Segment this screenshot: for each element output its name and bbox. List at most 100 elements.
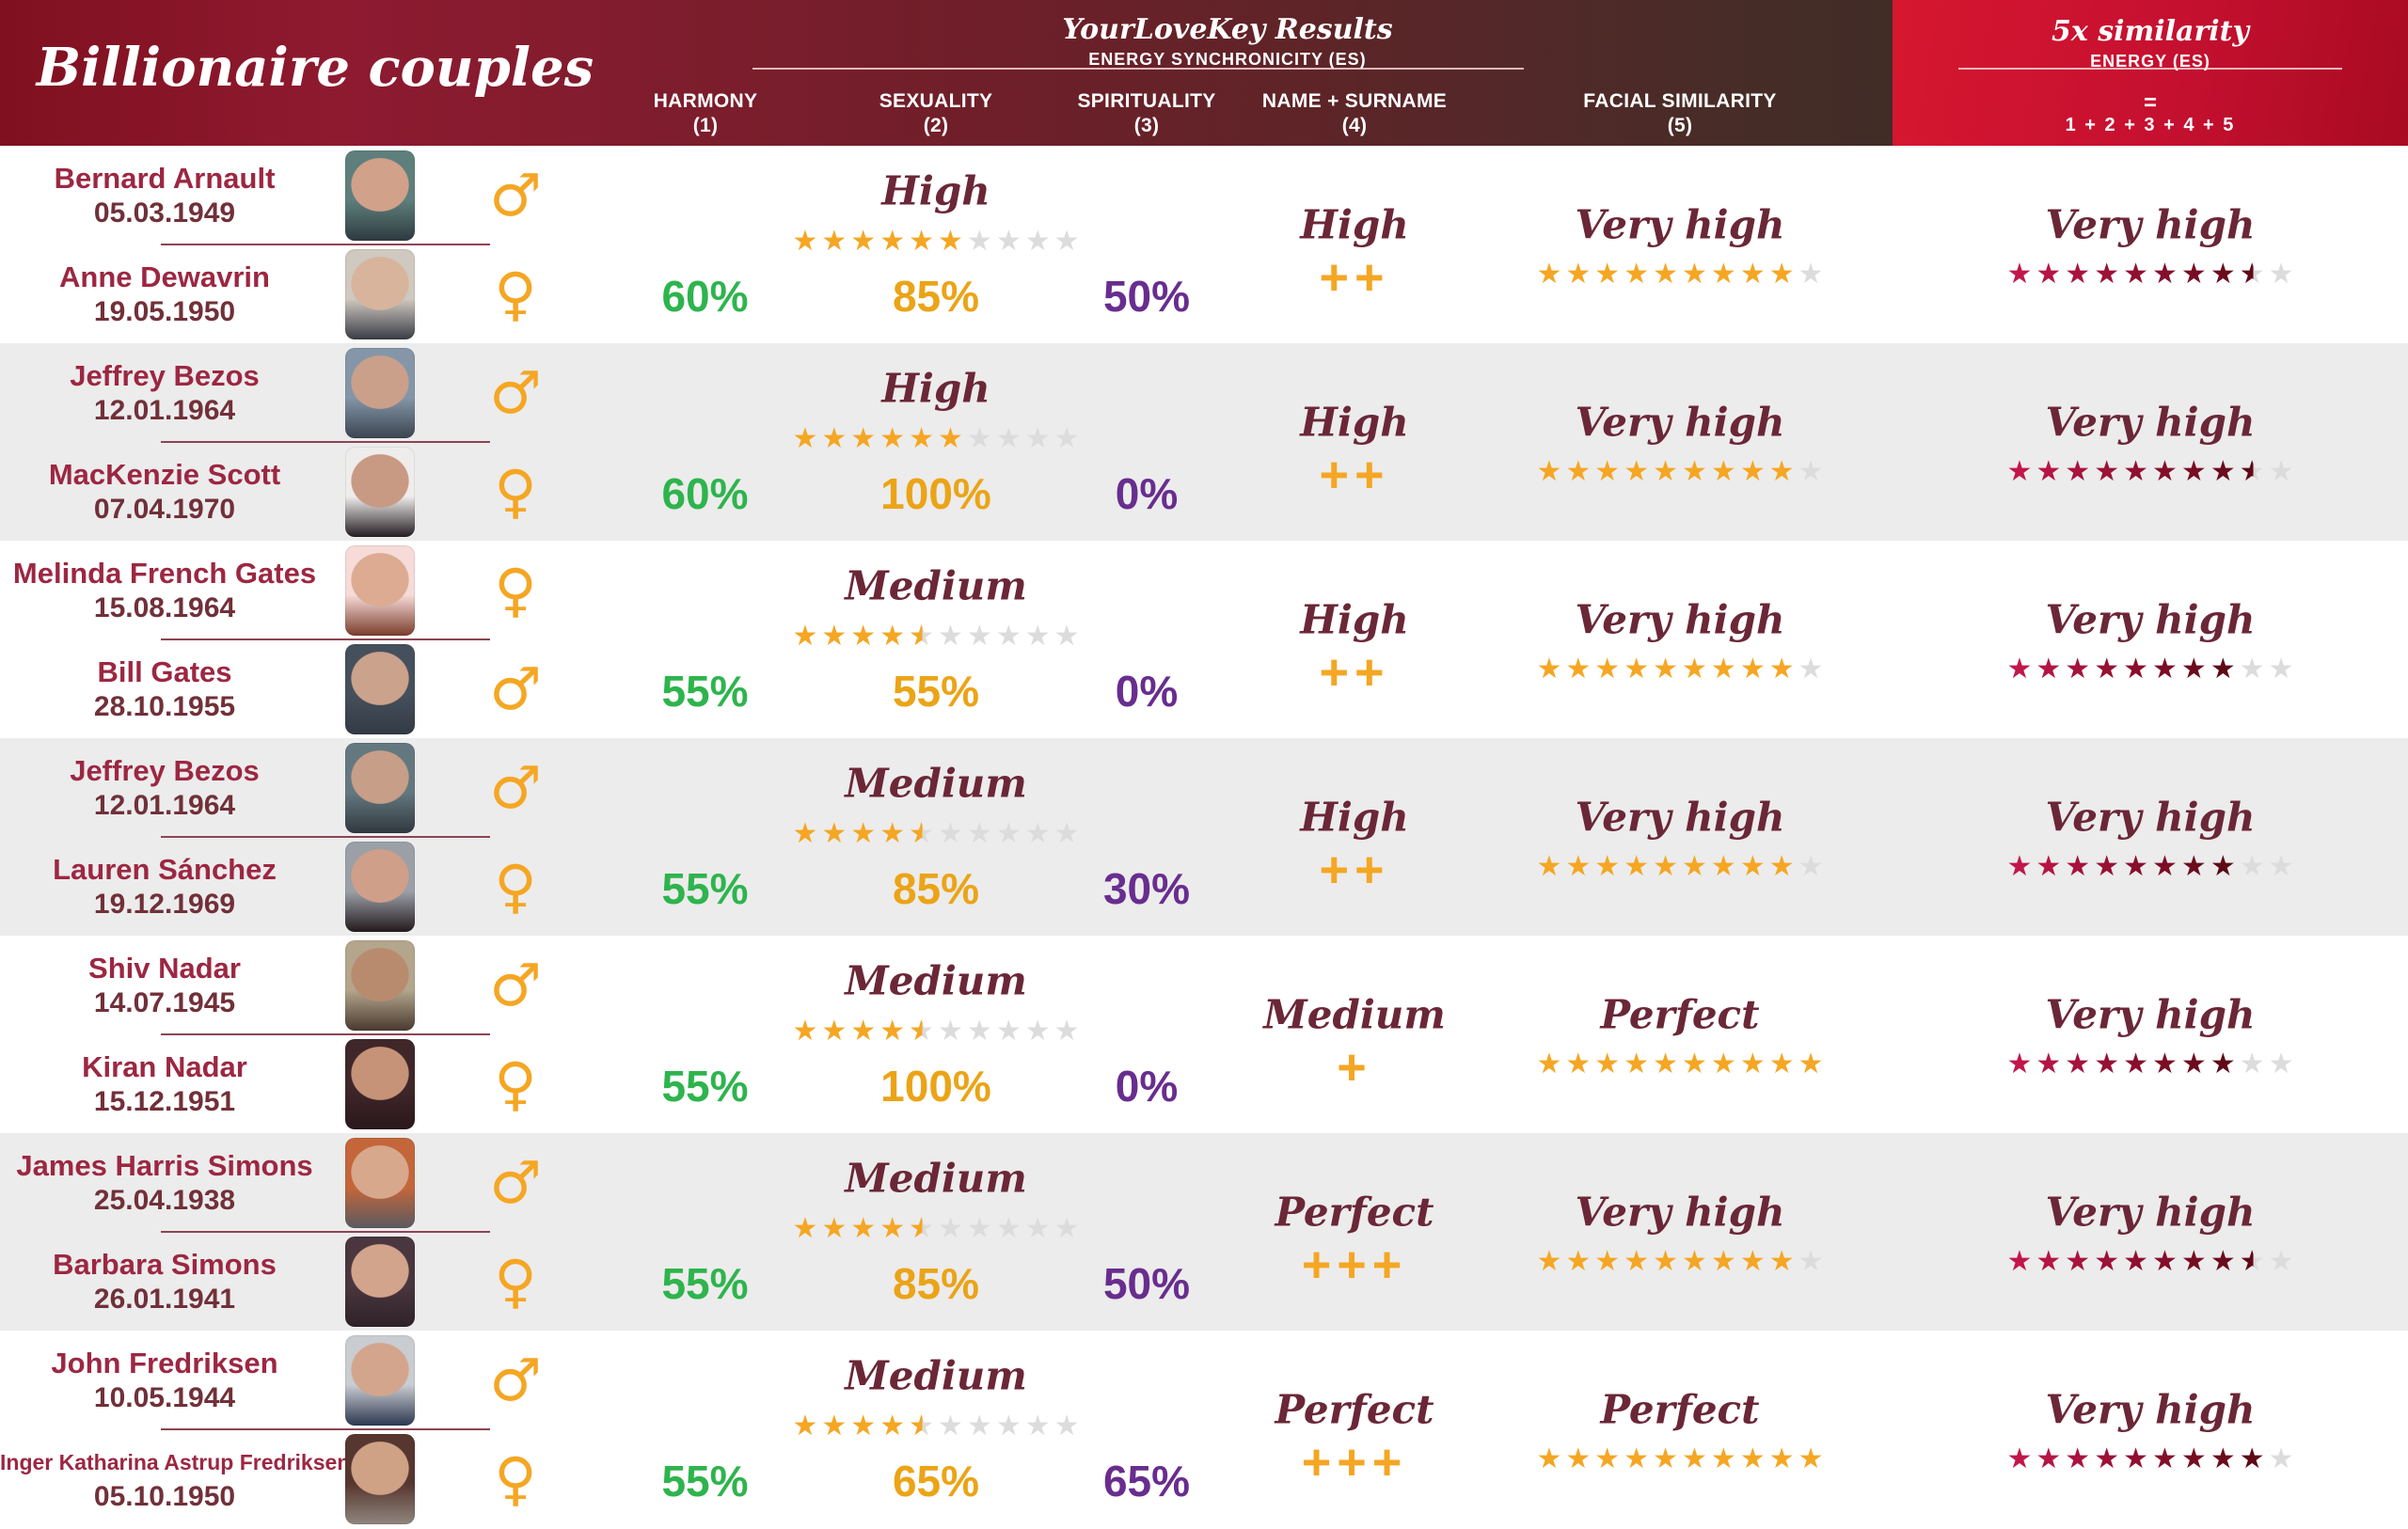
star-filled-icon: ★ [1768, 1048, 1795, 1080]
facial-stars: ★ ★ ★ ★ ★ ★ ★ ★ ★ ★ [1534, 260, 1825, 289]
couple-row: Bernard Arnault 05.03.1949 ♂ Anne Dewavri… [0, 146, 2408, 343]
facial-label: Very high [1575, 1189, 1785, 1236]
couple-divider [161, 1428, 490, 1430]
star-filled-icon: ★ [1653, 653, 1678, 686]
fivex-stars: ★ ★ ★ ★ ★ ★ ★ ★ ★ ★ [2004, 853, 2295, 881]
spirituality-cell: 0% [1052, 343, 1242, 541]
star-empty-icon: ★ [2268, 850, 2294, 883]
sexuality-stars: ★ ★ ★ ★ ★ ★ ★ ★ ★ ★ [790, 228, 1081, 256]
facial-similarity-cell: Very high ★ ★ ★ ★ ★ ★ ★ ★ ★ ★ [1467, 146, 1893, 343]
plus-rating: +++ [1301, 1237, 1408, 1293]
star-filled-icon: ★ [1768, 258, 1795, 291]
star-filled-icon: ★ [938, 225, 963, 258]
person-birthdate: 26.01.1941 [93, 1283, 236, 1315]
fivex-stars: ★ ★ ★ ★ ★ ★ ★ ★ ★ ★ [2004, 655, 2295, 684]
star-empty-icon: ★ [2268, 1245, 2294, 1278]
couple-divider [161, 1033, 490, 1035]
person-birthdate: 19.12.1969 [93, 888, 236, 920]
star-half-fill: ★ [909, 623, 923, 651]
facial-similarity-cell: Perfect ★ ★ ★ ★ ★ ★ ★ ★ ★ ★ [1467, 936, 1893, 1133]
harmony-value: 55% [661, 1259, 749, 1308]
star-filled-icon: ★ [2180, 258, 2207, 291]
harmony-value: 55% [661, 1062, 749, 1111]
star-filled-icon: ★ [821, 817, 848, 850]
star-half-icon: ★ ★ [909, 1410, 934, 1442]
couple-divider [161, 638, 490, 640]
star-filled-icon: ★ [2180, 1048, 2207, 1080]
star-empty-icon: ★ [2268, 1048, 2294, 1080]
star-empty-icon: ★ [966, 1212, 992, 1245]
person-photo [345, 248, 415, 339]
star-filled-icon: ★ [1710, 850, 1736, 883]
name-surname-cell: Perfect +++ [1242, 1331, 1467, 1528]
star-filled-icon: ★ [1653, 1442, 1678, 1475]
star-empty-icon: ★ [938, 1410, 963, 1442]
star-half-fill: ★ [2239, 1248, 2254, 1276]
name-surname-cell: High ++ [1242, 146, 1467, 343]
star-filled-icon: ★ [2036, 1048, 2062, 1080]
facial-label: Perfect [1600, 991, 1760, 1038]
person: Barbara Simons 26.01.1941 ♀ [0, 1232, 590, 1331]
star-filled-icon: ★ [879, 620, 906, 653]
name-surname-cell: Medium + [1242, 936, 1467, 1133]
star-filled-icon: ★ [1536, 258, 1562, 291]
person-photo [345, 939, 415, 1031]
star-filled-icon: ★ [821, 1212, 848, 1245]
star-empty-icon: ★ [1024, 422, 1051, 455]
star-filled-icon: ★ [1710, 653, 1736, 686]
female-icon: ♀ [494, 555, 537, 624]
sexuality-value: 100% [880, 1062, 991, 1111]
star-empty-icon: ★ [1024, 1015, 1051, 1048]
star-filled-icon: ★ [1682, 455, 1707, 488]
star-filled-icon: ★ [1653, 1245, 1678, 1278]
star-filled-icon: ★ [1653, 455, 1678, 488]
star-empty-icon: ★ [1054, 817, 1080, 850]
star-filled-icon: ★ [2239, 1442, 2265, 1475]
spirituality-cell: 50% [1052, 146, 1242, 343]
couple-cell: Shiv Nadar 14.07.1945 ♂ Kiran Nadar 15.12.… [0, 936, 590, 1133]
sexuality-cell: Medium ★ ★ ★ ★ ★ ★ ★ ★ ★ ★ ★ 100% [792, 936, 1079, 1133]
fivex-label: Very high [2045, 399, 2256, 446]
spirituality-cell: 50% [1052, 1133, 1242, 1331]
star-filled-icon: ★ [1594, 455, 1621, 488]
star-filled-icon: ★ [2152, 653, 2178, 686]
star-filled-icon: ★ [2152, 1245, 2178, 1278]
female-icon: ♀ [494, 1246, 537, 1316]
column-header-facial-similarity: FACIAL SIMILARITY (5) [1583, 90, 1777, 136]
sexuality-stars: ★ ★ ★ ★ ★ ★ ★ ★ ★ ★ ★ [790, 1412, 1081, 1441]
star-filled-icon: ★ [1536, 1245, 1562, 1278]
star-empty-icon: ★ [966, 1410, 992, 1442]
couple-divider [161, 244, 490, 245]
star-filled-icon: ★ [2123, 258, 2148, 291]
star-filled-icon: ★ [1594, 850, 1621, 883]
person-birthdate: 28.10.1955 [93, 690, 236, 722]
star-empty-icon: ★ [2268, 258, 2294, 291]
star-filled-icon: ★ [1653, 1048, 1678, 1080]
fivex-stars: ★ ★ ★ ★ ★ ★ ★ ★ ★ ★ ★ [2004, 260, 2295, 289]
couple-divider [161, 1231, 490, 1233]
name-surname-label: Perfect [1275, 1386, 1434, 1433]
star-filled-icon: ★ [2036, 1442, 2062, 1475]
sexuality-label: Medium [845, 562, 1027, 609]
star-filled-icon: ★ [850, 1212, 877, 1245]
spirituality-cell: 65% [1052, 1331, 1242, 1528]
star-filled-icon: ★ [2006, 653, 2033, 686]
star-half-fill: ★ [2239, 260, 2254, 289]
star-empty-icon: ★ [2268, 1442, 2294, 1475]
spirituality-cell: 0% [1052, 541, 1242, 738]
couple-cell: Melinda French Gates 15.08.1964 ♀ Bill Ga… [0, 541, 590, 738]
couple-row: Jeffrey Bezos 12.01.1964 ♂ Lauren Sánchez… [0, 738, 2408, 936]
plus-rating: ++ [1319, 644, 1390, 701]
sexuality-stars: ★ ★ ★ ★ ★ ★ ★ ★ ★ ★ ★ [790, 1017, 1081, 1046]
person-photo [345, 742, 415, 833]
spirituality-value: 0% [1115, 1062, 1179, 1111]
star-filled-icon: ★ [2210, 1048, 2236, 1080]
person-birthdate: 19.05.1950 [93, 295, 236, 327]
star-filled-icon: ★ [2065, 1245, 2091, 1278]
facial-similarity-cell: Very high ★ ★ ★ ★ ★ ★ ★ ★ ★ ★ [1467, 738, 1893, 936]
star-filled-icon: ★ [1768, 1245, 1795, 1278]
star-filled-icon: ★ [2065, 653, 2091, 686]
star-empty-icon: ★ [1798, 653, 1824, 686]
person-name: Bill Gates [97, 654, 232, 688]
spirituality-cell: 0% [1052, 936, 1242, 1133]
